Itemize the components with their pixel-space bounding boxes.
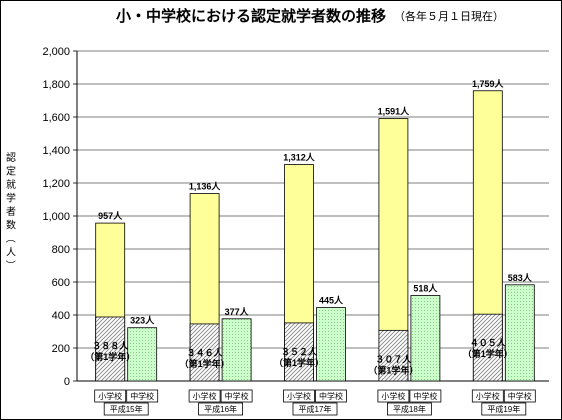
y-tick-label: 200 [52, 343, 70, 355]
data-label-first-grade: ３０７人 [375, 353, 412, 364]
y-tick-label: 1,600 [42, 112, 70, 124]
year-label: 平成19年 [487, 404, 520, 414]
category-label-junior-high: 中学校 [508, 391, 532, 401]
data-label-first-grade-note: （第1学年） [368, 364, 418, 375]
year-label: 平成15年 [110, 404, 143, 414]
data-label-elementary: 1,312人 [283, 152, 316, 163]
data-label-first-grade: ３４６人 [187, 347, 224, 358]
y-tick-label: 1,400 [42, 145, 70, 157]
bar-junior-high [504, 284, 535, 382]
category-label-elementary: 小学校 [193, 391, 217, 401]
bar-first-grade [189, 323, 220, 382]
data-label-elementary: 1,136人 [189, 181, 222, 192]
data-label-elementary: 957人 [98, 210, 123, 221]
year-label: 平成18年 [393, 404, 426, 414]
chart-subtitle: （各年５月１日現在） [394, 9, 504, 23]
category-label-elementary: 小学校 [287, 391, 311, 401]
category-box-junior-high [220, 389, 253, 403]
year-box [481, 402, 527, 416]
data-label-first-grade: ３８８人 [92, 340, 129, 351]
y-axis-label-char: 数 [6, 219, 16, 232]
category-box-junior-high [503, 389, 536, 403]
category-label-junior-high: 中学校 [413, 391, 437, 401]
data-label-junior-high: 583人 [508, 272, 533, 283]
year-label: 平成17年 [299, 404, 332, 414]
bars [94, 90, 536, 416]
y-tick-label: 2,000 [42, 46, 70, 58]
category-box-elementary [188, 389, 221, 403]
category-box-junior-high [409, 389, 442, 403]
year-label: 平成16年 [204, 404, 237, 414]
data-label-first-grade-note: （第1学年） [180, 358, 230, 369]
bar-junior-high [316, 307, 346, 382]
y-axis-label-char: 認 [6, 151, 16, 164]
y-axis-label-char: 人 [6, 247, 16, 259]
data-label-first-grade-note: （第1学年） [85, 351, 135, 362]
category-box-elementary [471, 389, 504, 403]
y-tick-label: 800 [52, 244, 70, 256]
y-axis-label-char: 定 [6, 165, 16, 178]
data-label-first-grade: ４０５人 [470, 337, 507, 348]
y-tick-label: 1,000 [42, 211, 70, 223]
text-layer: 小・中学校における認定就学者数の推移 （各年５月１日現在） 0 200 400 600… [4, 7, 533, 414]
category-box-elementary [283, 389, 315, 403]
year-box [103, 402, 149, 416]
y-axis-label-char: 学 [6, 192, 16, 205]
y-axis-label-char: 就 [6, 178, 16, 191]
category-box-elementary [377, 389, 410, 403]
category-box-elementary [94, 389, 127, 403]
data-label-first-grade-note: （第1学年） [463, 348, 513, 359]
data-label-junior-high: 445人 [319, 295, 344, 306]
y-tick-label: 1,800 [42, 79, 70, 91]
data-label-junior-high: 518人 [413, 283, 438, 294]
category-label-junior-high: 中学校 [319, 391, 343, 401]
bar-first-grade [95, 316, 126, 382]
category-box-junior-high [126, 389, 159, 403]
y-axis-label-char: （ [4, 233, 16, 243]
data-label-elementary: 1,759人 [472, 78, 505, 89]
y-tick-label: 1,200 [42, 178, 70, 190]
bar-first-grade [284, 322, 314, 382]
data-label-junior-high: 323人 [130, 315, 155, 326]
bar-junior-high [221, 318, 252, 382]
data-label-first-grade-note: （第1学年） [274, 357, 324, 368]
data-label-first-grade: ３５２人 [281, 346, 318, 357]
category-label-junior-high: 中学校 [225, 391, 249, 401]
category-label-elementary: 小学校 [98, 391, 122, 401]
year-box [292, 402, 338, 416]
bar-junior-high [127, 327, 158, 382]
y-tick-label: 400 [52, 310, 70, 322]
y-axis-label-char: 者 [6, 206, 16, 218]
bar-junior-high [410, 295, 441, 382]
chart-title: 小・中学校における認定就学者数の推移 [116, 7, 386, 25]
y-tick-label: 600 [52, 277, 70, 289]
bar-first-grade [378, 329, 409, 382]
data-label-junior-high: 377人 [225, 306, 250, 317]
category-label-elementary: 小学校 [476, 391, 500, 401]
year-box [386, 402, 432, 416]
data-label-elementary: 1,591人 [378, 105, 411, 116]
y-axis-label-char: ） [4, 260, 16, 270]
category-box-junior-high [315, 389, 347, 403]
year-box [198, 402, 244, 416]
category-label-junior-high: 中学校 [130, 391, 154, 401]
y-tick-label: 0 [64, 376, 70, 388]
bar-first-grade [472, 313, 503, 382]
category-label-elementary: 小学校 [381, 391, 405, 401]
